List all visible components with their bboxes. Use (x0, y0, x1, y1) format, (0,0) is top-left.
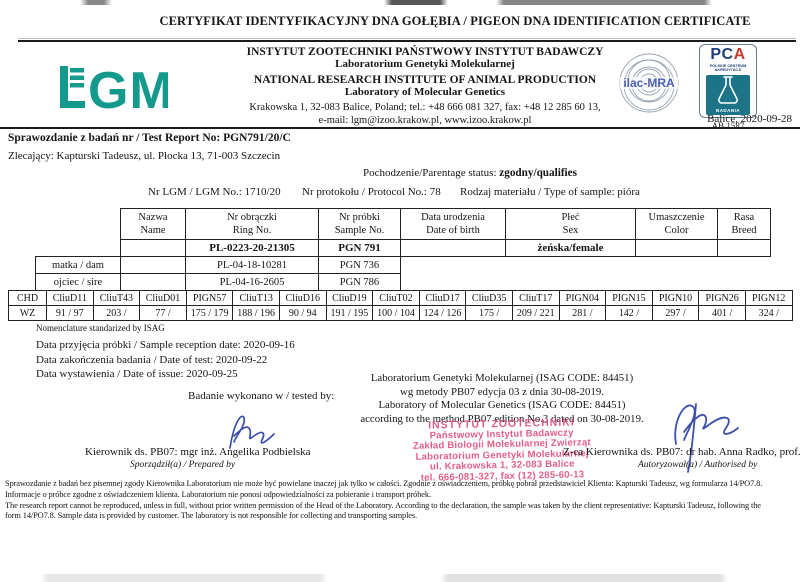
svg-text:GM: GM (88, 62, 168, 112)
col-header-breed: Rasa Breed (717, 208, 771, 240)
dam-sample: PGN 736 (318, 256, 401, 274)
signature-authorised-icon (662, 396, 752, 481)
subject-ring: PL-0223-20-21305 (185, 239, 319, 257)
parentage-value: zgodny/qualifies (499, 167, 577, 179)
lab-name-pl: Laboratorium Genetyki Molekularnej (335, 58, 515, 70)
col-header-name: Nazwa Name (120, 208, 186, 240)
col-header-color: Umaszczenie Color (635, 208, 718, 240)
lgm-logo: GM (58, 62, 173, 120)
ilac-mra-logo: ilac-MRA (618, 52, 680, 119)
disclaimer-line-1: Sprawozdanie z badań bez pisemnej zgody … (5, 479, 763, 488)
marker-value-row: WZ 91 / 97 203 /77 / 175 / 179 188 / 196 9… (8, 305, 793, 321)
disclaimer-line-3: The research report cannot be reproduced… (5, 500, 761, 510)
pca-acronym: PCA (700, 47, 756, 63)
lgm-logo-graphic: GM (60, 62, 173, 120)
parentage-label: Pochodzenie/Parentage status: (363, 167, 497, 179)
disclaimer-line-2: Informacje o próbce zgodne z oświadczeni… (5, 489, 431, 499)
client-line: Zlecający: Kapturski Tadeusz, ul. Płocka… (8, 150, 281, 162)
pca-subtitle: POLSKIE CENTRUM AKREDYTACJI (709, 64, 747, 73)
col-header-sample: Nr próbki Sample No. (318, 208, 401, 240)
certificate-title: CERTYFIKAT IDENTYFIKACYJNY DNA GOŁĘBIA /… (159, 14, 751, 28)
institute-name-en: NATIONAL RESEARCH INSTITUTE OF ANIMAL PR… (253, 74, 597, 86)
pca-badania-label: BADANIA (716, 107, 740, 113)
dates-block: Data przyjęcia próbki / Sample reception… (36, 338, 295, 382)
lab-name-en: Laboratory of Molecular Genetics (344, 86, 506, 98)
place-and-date: Balice, 2020-09-28 (707, 113, 792, 125)
header-divider (0, 127, 800, 129)
subject-name (120, 239, 186, 257)
report-number: Sprawozdanie z badań nr / Test Report No… (8, 132, 291, 144)
signature-authorised-graphic (674, 403, 739, 473)
subject-breed (717, 239, 771, 257)
sire-row: ojciec / sire PL-04-16-2605 PGN 786 (35, 273, 771, 291)
dam-row: matka / dam PL-04-18-10281 PGN 736 (35, 256, 771, 274)
tested-by-label: Badanie wykonano w / tested by: (188, 390, 335, 402)
sample-reception-date: Data przyjęcia próbki / Sample reception… (36, 339, 295, 351)
date-of-issue: Data wystawienia / Date of issue: 2020-0… (36, 368, 238, 380)
pca-acronym-a: A (733, 46, 746, 63)
scan-artifact-bottom (0, 574, 800, 582)
signature-prepared-graphic (229, 415, 275, 449)
sire-ring: PL-04-16-2605 (185, 273, 319, 291)
signature-prepared-icon (222, 410, 292, 457)
pca-acronym-pc: PC (710, 46, 734, 63)
bird-table-corner (36, 209, 121, 240)
pca-badge-frame: PCA POLSKIE CENTRUM AKREDYTACJI BADANIA (699, 44, 757, 118)
prepared-by-caption: Sporządził(a) / Prepared by (130, 460, 236, 470)
parentage-status: Pochodzenie/Parentage status: zgodny/qua… (140, 167, 800, 179)
institute-block: INSTYTUT ZOOTECHNIKI PAŃSTWOWY INSTYTUT … (215, 46, 635, 127)
address-line2: e-mail: lgm@izoo.krakow.pl, www.izoo.kra… (318, 115, 532, 126)
sire-name (120, 273, 186, 291)
subject-sex: żeńska/female (505, 239, 636, 257)
date-of-test: Data zakończenia badania / Date of test:… (36, 353, 268, 366)
pca-badania-box: BADANIA (706, 74, 750, 115)
pca-cert-number: AB 1587 (711, 121, 745, 131)
dam-name (120, 256, 186, 274)
authorised-by-caption: Autoryzował(a) / Authorised by (638, 460, 758, 470)
marker-header-row: CHD CliuD11 CliuT43 CliuD01 PIGN57 CliuT13 … (8, 290, 793, 306)
subject-sample: PGN 791 (318, 239, 401, 257)
protocol-number: Nr protokołu / Protocol No.: 78 (302, 186, 441, 198)
bird-table: Nazwa Name Nr obrączki Ring No. Nr próbki S… (35, 208, 771, 291)
tested-by-block: Laboratorium Genetyki Molekularnej (ISAG… (360, 372, 644, 425)
ilac-mra-label: ilac-MRA (623, 76, 675, 90)
scan-artifact-top (0, 0, 800, 5)
lgm-number: Nr LGM / LGM No.: 1710/20 (148, 186, 281, 198)
marker-table: CHD CliuD11 CliuT43 CliuD01 PIGN57 CliuT13 … (8, 290, 793, 321)
title-divider (18, 38, 796, 42)
sire-sample: PGN 786 (318, 273, 401, 291)
sire-label: ojciec / sire (35, 273, 121, 291)
disclaimer-line-4: form 14/PO7.8. Sample data is provided b… (5, 511, 418, 521)
col-header-dob: Data urodzenia Date of birth (400, 208, 506, 240)
dam-label: matka / dam (35, 256, 121, 274)
dam-ring: PL-04-18-10281 (185, 256, 319, 274)
ilac-mra-graphic: ilac-MRA (619, 53, 679, 113)
disclaimer: Sprawozdanie z badań bez pisemnej zgody … (5, 479, 797, 522)
institute-name-pl: INSTYTUT ZOOTECHNIKI PAŃSTWOWY INSTYTUT … (246, 46, 604, 58)
authorised-by-name: Z-ca Kierownika ds. PB07: dr hab. Anna R… (563, 446, 800, 458)
col-header-ring: Nr obrączki Ring No. (185, 208, 319, 240)
pca-accreditation-badge: PCA POLSKIE CENTRUM AKREDYTACJI BADANIA … (697, 44, 759, 131)
address-line1: Krakowska 1, 32-083 Balice, Poland; tel.… (249, 102, 601, 113)
subject-dob (400, 239, 506, 257)
flask-icon (718, 76, 738, 104)
isag-note: Nomenclature standarized by ISAG (36, 323, 165, 333)
sample-type: Rodzaj materiału / Type of sample: pióra (460, 186, 640, 198)
bird-table-header-row: Nazwa Name Nr obrączki Ring No. Nr próbki S… (36, 208, 771, 240)
prepared-by-name: Kierownik ds. PB07: mgr inż. Angelika Po… (85, 446, 311, 458)
subject-color (635, 239, 718, 257)
subject-row: PL-0223-20-21305 PGN 791 żeńska/female (36, 239, 771, 257)
col-header-sex: Płeć Sex (505, 208, 636, 240)
